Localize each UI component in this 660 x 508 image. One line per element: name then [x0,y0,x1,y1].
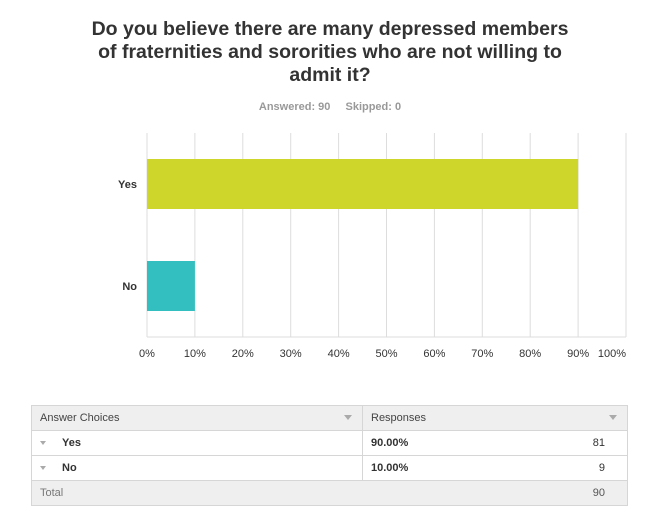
x-tick-label: 80% [519,348,541,360]
answer-choice-cell: Yes [31,430,363,456]
response-count: 9 [598,462,605,474]
sort-arrow-icon[interactable] [609,415,617,420]
x-tick-label: 50% [375,348,397,360]
expand-arrow-icon[interactable] [40,466,46,471]
x-tick-label: 20% [232,348,254,360]
x-tick-label: 30% [280,348,302,360]
x-tick-label: 70% [471,348,493,360]
x-tick-label: 10% [184,348,206,360]
x-tick-label: 60% [423,348,445,360]
header-answer-choices[interactable]: Answer Choices [31,405,363,431]
table-row: Yes 90.00% 81 [31,430,628,456]
category-labels: Yes No [118,179,137,293]
total-cell: Total 90 [31,480,628,506]
bar-yes [147,159,579,209]
x-tick-labels: 0% 10% 20% 30% 40% 50% 60% 70% 80% 90% 100% [139,348,626,360]
x-tick-label: 40% [328,348,350,360]
category-label-yes: Yes [118,179,137,191]
table-row: No 10.00% 9 [31,455,628,481]
x-tick-label: 0% [139,348,155,360]
response-cell: 90.00% 81 [362,430,628,456]
bar-chart: Yes No 0% 10% 20% 30% 40% 50% 60% 70% 80% 90% 100% [118,133,627,360]
answered-count: Answered: 90 [258,101,331,113]
category-label-no: No [122,281,137,293]
sort-arrow-icon[interactable] [344,415,352,420]
total-row: Total 90 [31,480,628,506]
skipped-count: Skipped: 0 [345,101,402,113]
bars-group [147,159,579,311]
response-count: 81 [592,437,605,449]
bar-no [147,261,195,311]
answer-choice-cell: No [31,455,363,481]
header-responses[interactable]: Responses [362,405,628,431]
table-header-row: Answer Choices Responses [31,405,628,431]
x-tick-label: 90% [567,348,589,360]
chart-title: Do you believe there are many depressed … [91,18,569,86]
x-tick-label: 100% [598,348,626,360]
responses-table: Answer Choices Responses Yes 90.00% 81 N… [31,405,628,506]
total-count: 90 [592,487,605,499]
expand-arrow-icon[interactable] [40,441,46,446]
response-summary: Answered: 90 Skipped: 0 [0,101,660,113]
response-cell: 10.00% 9 [362,455,628,481]
